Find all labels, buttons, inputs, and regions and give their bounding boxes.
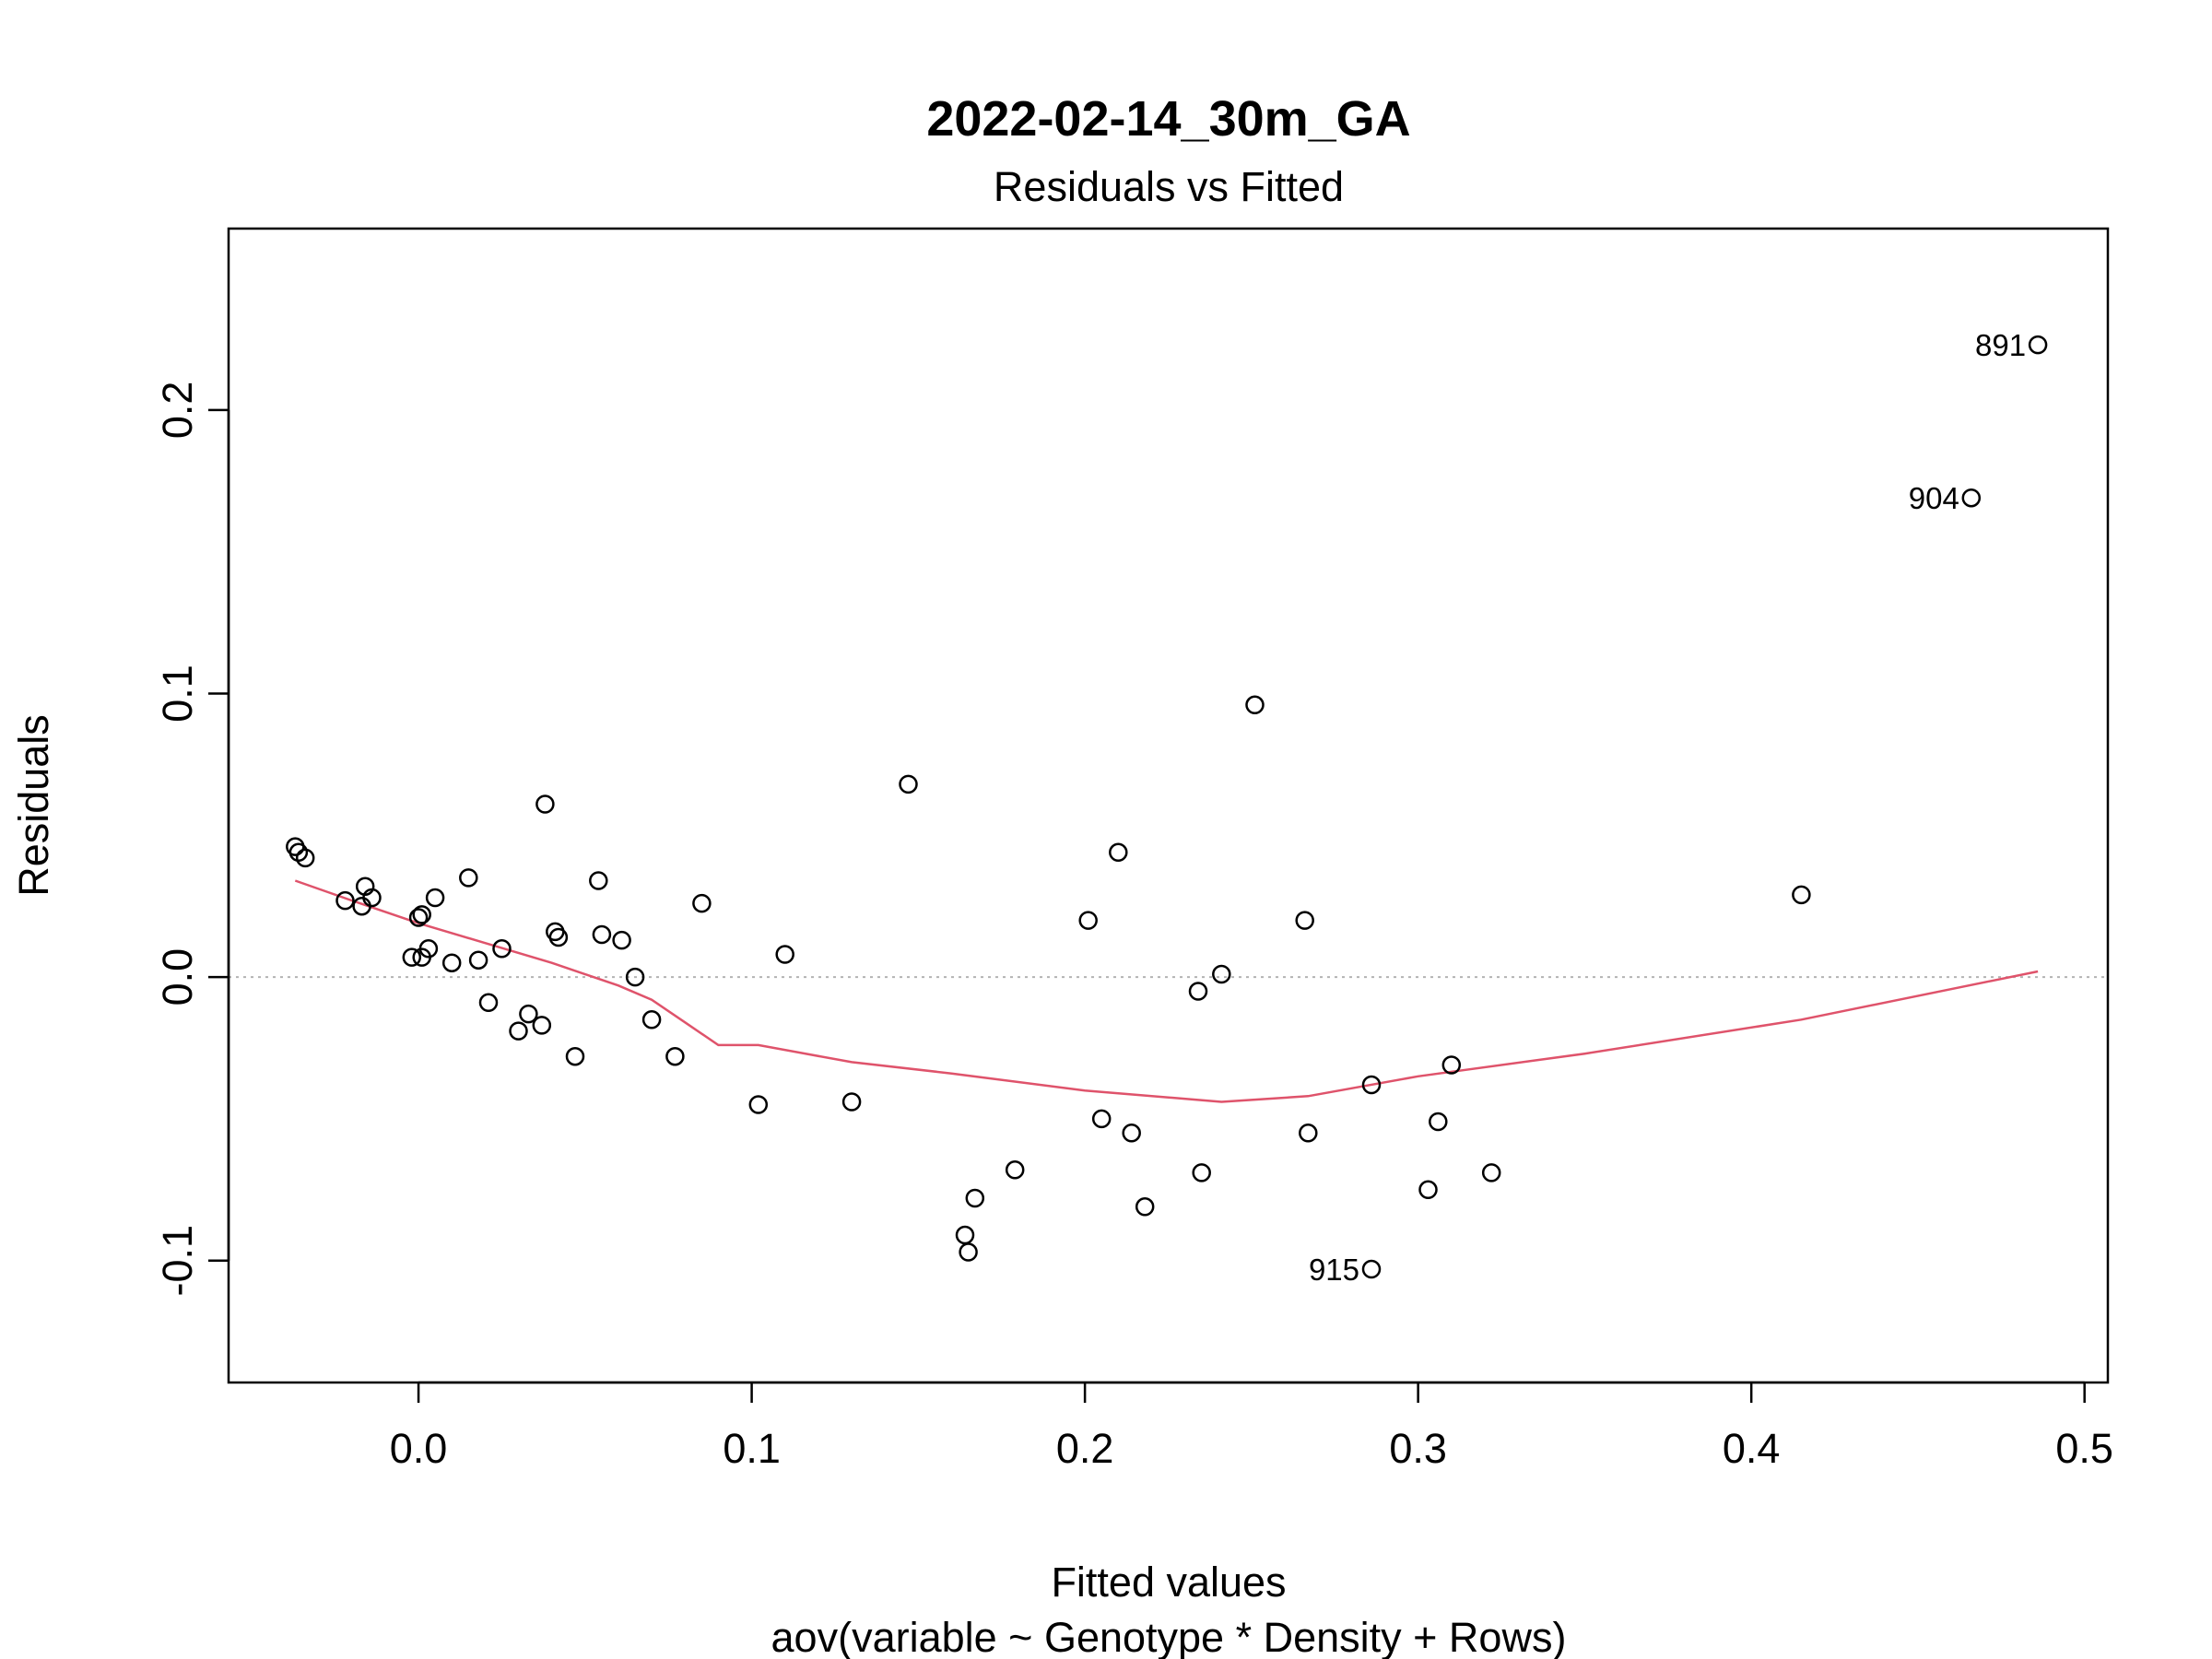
residual-point [535,794,555,814]
residual-point [625,967,645,987]
x-tick-label: 0.4 [1723,1425,1781,1472]
residual-point [841,1092,862,1112]
residual-point [1245,695,1265,715]
residual-point [1188,982,1208,1001]
points-group [286,335,2048,1279]
point-label-891: 891 [1975,328,2026,362]
x-axis: 0.0 0.1 0.2 0.3 0.4 0.5 [390,1381,2113,1472]
residual-point [1109,842,1128,863]
residual-point [565,1046,585,1066]
x-tick-label: 0.5 [2055,1425,2113,1472]
residual-point [2028,335,2048,355]
x-axis-label: Fitted values [1051,1559,1286,1606]
residual-point [412,905,431,924]
point-labels-group: 915 904 891 [1309,328,2026,1287]
chart-title: 2022-02-14_30m_GA [926,91,1410,147]
residual-point [1792,885,1811,905]
residual-point [1961,488,1982,508]
residual-point [548,927,569,947]
residual-point [459,868,478,888]
y-axis-label: Residuals [10,714,57,897]
residual-point [899,774,918,794]
residual-point [589,871,608,890]
residual-point [1441,1055,1462,1075]
y-tick-label: 0.2 [154,382,201,440]
point-label-915: 915 [1309,1253,1359,1287]
residual-point [335,890,355,911]
residual-point [1295,911,1314,930]
y-tick-label: -0.1 [154,1225,201,1297]
residual-point [641,1010,662,1030]
residual-point [1091,1109,1112,1129]
residual-point [362,888,382,908]
residual-point [492,939,512,959]
residual-point [468,950,488,970]
smooth-trend-line [294,879,2039,1103]
residual-point [1361,1075,1382,1095]
residual-point [1481,1163,1501,1182]
residual-point [1299,1124,1318,1143]
x-tick-label: 0.1 [723,1425,781,1472]
residual-point [509,1021,528,1041]
residual-point [408,908,429,927]
residual-point [748,1095,769,1114]
residual-point [665,1046,685,1066]
x-axis-sublabel: aov(variable ~ Genotype * Density + Rows… [771,1614,1567,1659]
y-axis: -0.1 0.0 0.1 0.2 [154,382,230,1297]
residual-point [692,893,712,913]
x-tick-label: 0.0 [390,1425,448,1472]
residual-point [1361,1259,1382,1279]
residual-point [612,930,631,950]
y-tick-label: 0.0 [154,948,201,1006]
residual-point [441,953,462,972]
residual-point [402,947,422,967]
x-tick-label: 0.3 [1389,1425,1447,1472]
residual-point [532,1016,552,1035]
residual-point [478,993,499,1013]
chart-subtitle: Residuals vs Fitted [994,163,1344,210]
residual-point [1212,964,1231,984]
residual-point [519,1004,538,1024]
residual-point [592,924,612,945]
plot-frame [227,227,2110,1384]
x-tick-label: 0.2 [1056,1425,1114,1472]
y-tick-label: 0.1 [154,665,201,723]
residual-point [425,888,445,908]
residual-point [418,939,439,959]
residual-point [295,848,315,868]
residual-point [775,945,794,964]
residual-point [959,1242,978,1262]
residual-point [1005,1160,1025,1180]
residual-point [1192,1163,1211,1182]
residual-point [1078,911,1098,930]
point-label-904: 904 [1909,481,1959,515]
residual-point [1122,1124,1141,1143]
residual-point [1135,1197,1155,1217]
residual-point [1418,1180,1438,1200]
residual-point [955,1225,975,1245]
residual-point [965,1188,985,1208]
residual-point [1429,1112,1448,1132]
smooth-line-group [294,879,2039,1103]
